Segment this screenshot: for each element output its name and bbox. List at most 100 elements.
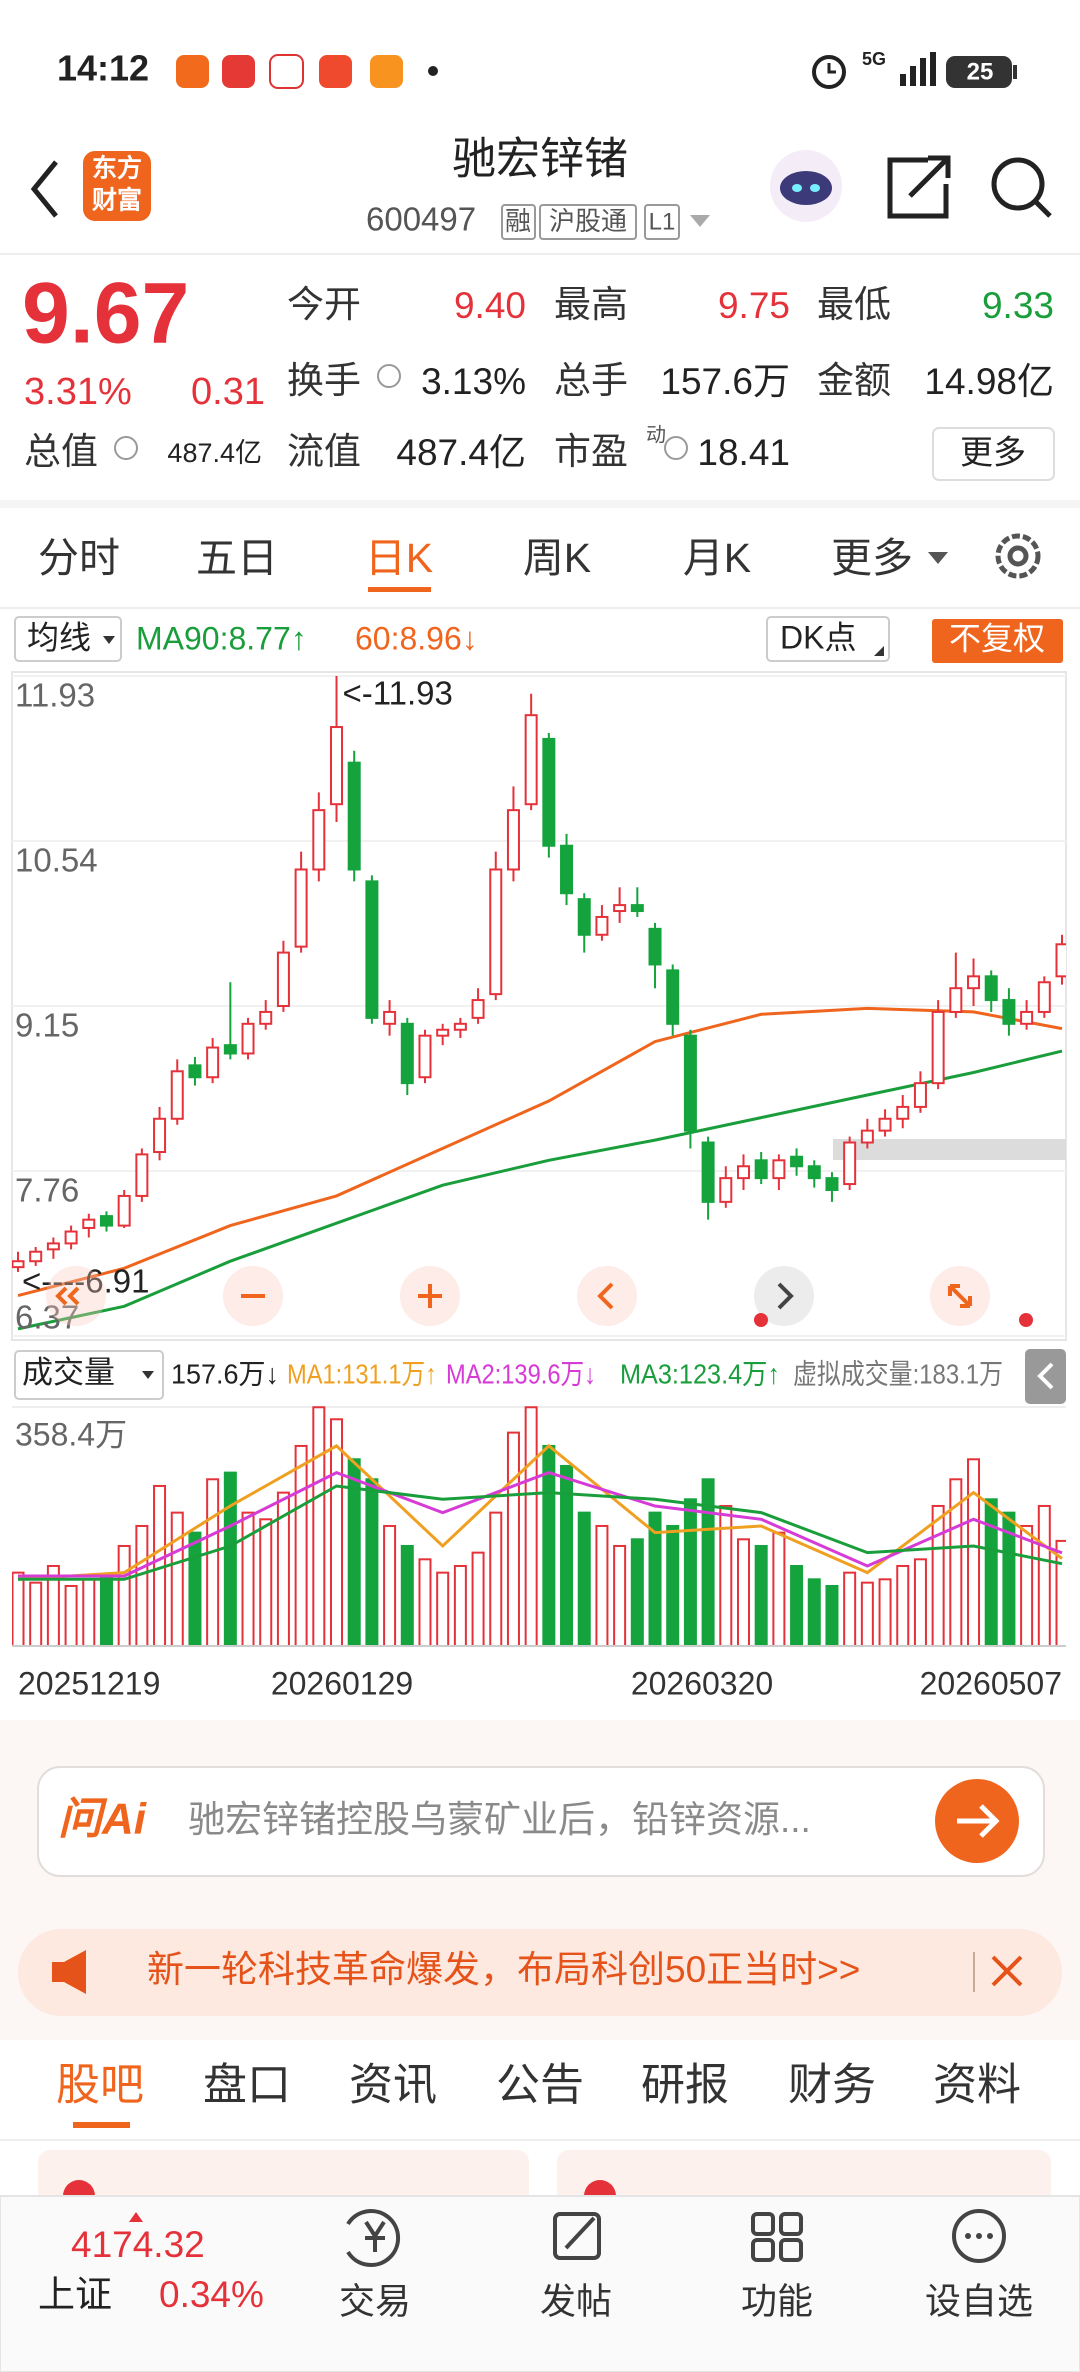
assistant-avatar[interactable]: [810, 184, 820, 192]
volume-bar: [1020, 1524, 1034, 1648]
code-dropdown[interactable]: [690, 215, 710, 227]
nav-dots: [976, 2233, 982, 2239]
date-label: 20260320: [631, 1665, 773, 1701]
volume-bar: [99, 1574, 113, 1647]
pe-tag: 动: [646, 423, 666, 446]
share-button[interactable]: [887, 155, 951, 219]
volume-bar: [436, 1571, 450, 1648]
status-app-icons: [319, 55, 352, 88]
volume-bar: [807, 1578, 821, 1647]
volume-bar: [524, 1406, 538, 1647]
volume-bar: [595, 1524, 609, 1648]
field-label: 金额: [817, 360, 891, 401]
search-button[interactable]: [991, 157, 1052, 218]
chart-control-icon: [418, 1284, 442, 1308]
volume-bar: [736, 1538, 750, 1648]
more-button[interactable]: [932, 427, 1055, 481]
field-label: 总手: [554, 360, 628, 401]
more-dropdown[interactable]: [928, 552, 948, 564]
period-tab[interactable]: 更多: [831, 535, 913, 581]
share-button[interactable]: [887, 157, 949, 219]
chart-dot: [754, 1313, 768, 1327]
volume-bar: [489, 1511, 503, 1648]
chart-control[interactable]: [754, 1266, 814, 1326]
info-tab[interactable]: 财务: [788, 2061, 876, 2110]
legend-entry: 60:8.96↓: [355, 620, 478, 656]
candle-body: [400, 1022, 414, 1085]
nav-label[interactable]: 发帖: [540, 2281, 612, 2322]
ai-box[interactable]: [37, 1766, 1045, 1877]
search-button[interactable]: [991, 157, 1045, 211]
period-tab[interactable]: 五日: [196, 535, 278, 581]
volume-bar: [506, 1431, 520, 1648]
indicator-selector[interactable]: [14, 616, 122, 662]
legend-entry: MA2:139.6万↓: [446, 1358, 596, 1389]
candle-body: [595, 915, 609, 936]
period-tab[interactable]: 周K: [523, 535, 591, 581]
field-label: 市盈: [554, 431, 628, 472]
volume-bar: [913, 1558, 927, 1648]
candle-body: [1037, 981, 1051, 1013]
candle-body: [418, 1034, 432, 1079]
banner-close[interactable]: [991, 1955, 1023, 1987]
last-price: 9.67: [22, 266, 189, 362]
info-tab[interactable]: 股吧: [56, 2061, 144, 2110]
volume-bar: [984, 1498, 998, 1647]
nav-icons: [779, 2212, 803, 2236]
volume-bar: [896, 1564, 910, 1647]
status-time: 14:12: [57, 48, 149, 89]
info-tab[interactable]: 资料: [933, 2061, 1021, 2110]
price-chart: <-11.93 <----6.91: [12, 675, 1066, 1331]
info-tab[interactable]: 资讯: [349, 2061, 437, 2110]
nav-dots: [965, 2233, 993, 2239]
assistant-avatar[interactable]: [792, 184, 802, 192]
banner[interactable]: [18, 1929, 1062, 2016]
settings-button[interactable]: [1007, 545, 1029, 567]
settings-button[interactable]: [995, 533, 1041, 579]
info-tab[interactable]: 公告: [496, 2061, 584, 2110]
ai-send-arrow: [957, 1804, 1000, 1838]
nav-label[interactable]: 交易: [339, 2281, 411, 2322]
field-label: 今开: [287, 284, 361, 325]
logo[interactable]: [83, 151, 151, 221]
share-button[interactable]: [908, 155, 951, 198]
period-tab[interactable]: 分时: [38, 535, 120, 581]
collapse-button[interactable]: [1025, 1349, 1066, 1404]
volume-bar: [471, 1551, 485, 1647]
tag-box: [539, 204, 637, 240]
tag-box: [644, 204, 680, 240]
index-arrow: [129, 2212, 143, 2222]
period-tab[interactable]: 月K: [683, 535, 751, 581]
volume-bar: [931, 1504, 945, 1647]
index-value[interactable]: 4174.32: [71, 2224, 205, 2265]
assistant-avatar[interactable]: [770, 150, 842, 222]
candle-body: [453, 1022, 467, 1031]
back-button[interactable]: [30, 160, 58, 218]
nav-label[interactable]: 功能: [741, 2281, 813, 2322]
nav-icons: [751, 2212, 775, 2236]
adjust-button[interactable]: [932, 619, 1063, 663]
candle-body: [843, 1141, 857, 1186]
volume-selector[interactable]: [14, 1350, 164, 1400]
candle-body: [64, 1230, 78, 1245]
assistant-avatar[interactable]: [780, 171, 832, 205]
volume-bar: [117, 1544, 131, 1647]
index-name: 上证: [38, 2274, 112, 2315]
info-tab[interactable]: 盘口: [203, 2061, 291, 2110]
dk-button[interactable]: [766, 616, 890, 662]
search-button[interactable]: [1034, 200, 1052, 218]
candle-body: [719, 1177, 733, 1203]
period-tab[interactable]: 日K: [365, 535, 433, 581]
candle-body: [683, 1034, 697, 1132]
volume-bar: [772, 1531, 786, 1647]
bottom-nav: [0, 2195, 1080, 2372]
nav-label[interactable]: 设自选: [925, 2281, 1033, 2322]
collapse-arrow: [1037, 1362, 1054, 1390]
chart-control[interactable]: [46, 1266, 106, 1326]
chart-control[interactable]: [577, 1266, 637, 1326]
info-tab[interactable]: 研报: [641, 2061, 729, 2110]
settings-button[interactable]: [995, 533, 1041, 579]
status-network: 5G: [862, 49, 886, 69]
candle-body: [135, 1153, 149, 1197]
volume-bar: [135, 1524, 149, 1648]
